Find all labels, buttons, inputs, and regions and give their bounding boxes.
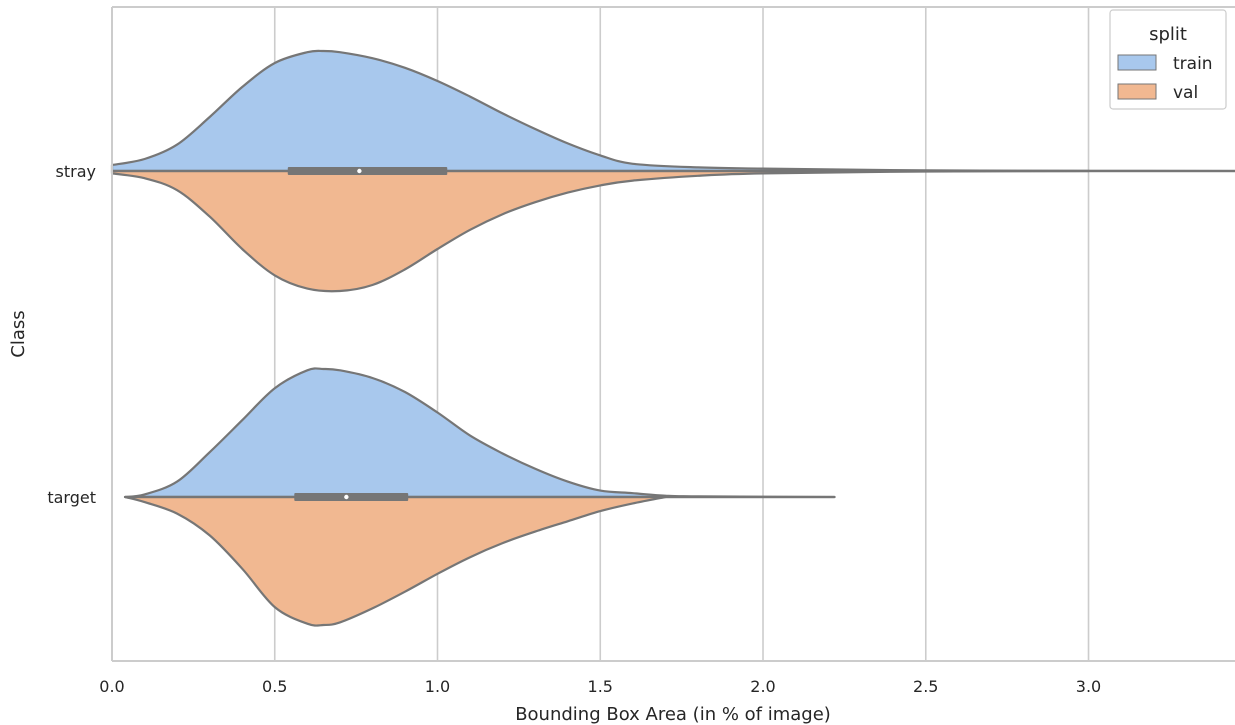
median-point-stray bbox=[357, 168, 362, 174]
inner-boxes bbox=[112, 167, 1235, 501]
legend: split train val bbox=[1109, 9, 1227, 110]
legend-swatch-train bbox=[1117, 54, 1157, 71]
x-tick-label: 1.0 bbox=[425, 677, 450, 696]
y-axis-label: Class bbox=[8, 310, 29, 357]
violin-stray-train bbox=[110, 49, 1235, 173]
x-tick-label: 0.5 bbox=[262, 677, 287, 696]
iqr-box-target bbox=[294, 493, 409, 501]
x-tick-label: 2.0 bbox=[750, 677, 775, 696]
y-tick-labels: stray target bbox=[47, 162, 96, 507]
y-tick-label: stray bbox=[56, 162, 96, 181]
x-tick-label: 2.5 bbox=[913, 677, 938, 696]
iqr-box-stray bbox=[287, 167, 448, 175]
x-tick-label: 0.0 bbox=[99, 677, 124, 696]
legend-label-train: train bbox=[1173, 54, 1213, 74]
x-tick-labels: 0.0 0.5 1.0 1.5 2.0 2.5 3.0 bbox=[99, 677, 1101, 696]
y-tick-label: target bbox=[47, 488, 96, 507]
x-axis-label: Bounding Box Area (in % of image) bbox=[515, 704, 831, 725]
legend-title: split bbox=[1149, 24, 1187, 45]
x-tick-label: 1.5 bbox=[588, 677, 613, 696]
legend-label-val: val bbox=[1173, 83, 1198, 103]
x-tick-label: 3.0 bbox=[1076, 677, 1101, 696]
legend-swatch-val bbox=[1117, 83, 1157, 100]
axes-spines bbox=[111, 6, 1235, 662]
violin-target-val bbox=[123, 495, 667, 627]
violin-stray-val bbox=[110, 169, 1090, 293]
median-point-target bbox=[344, 494, 349, 500]
violins bbox=[110, 49, 1235, 627]
violin-target-train bbox=[123, 367, 836, 499]
